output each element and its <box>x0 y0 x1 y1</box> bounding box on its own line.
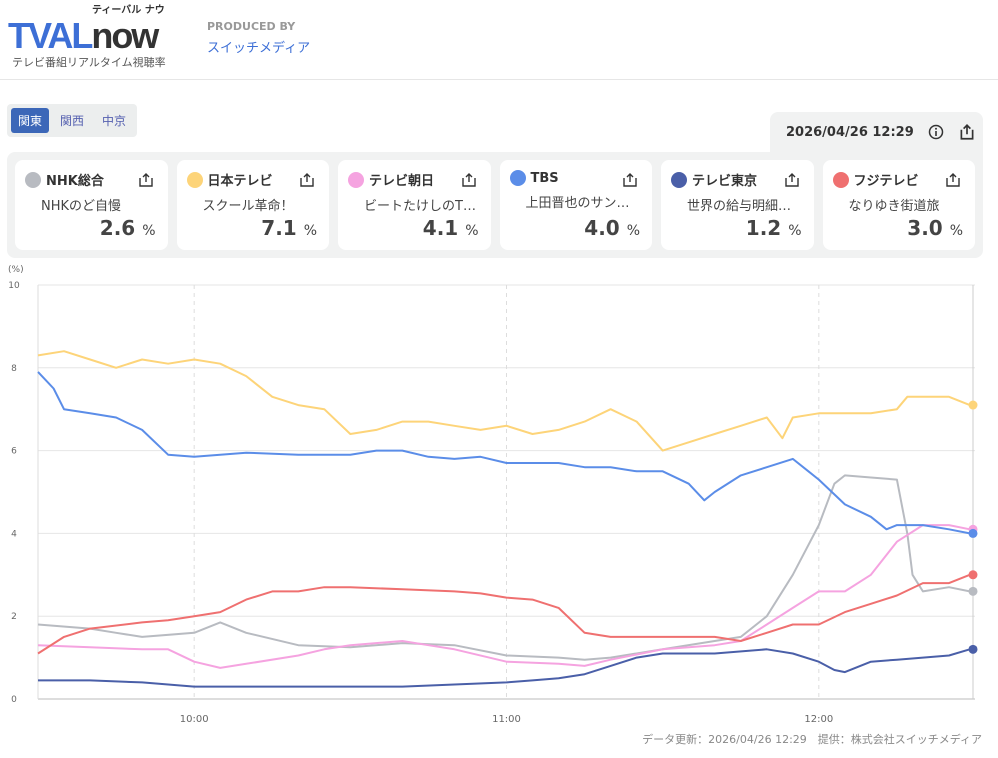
y-tick-label: 0 <box>11 695 17 705</box>
rating-unit: % <box>788 223 802 239</box>
header: ティーバル ナウ TVALnow テレビ番組リアルタイム視聴率 PRODUCED… <box>0 0 998 80</box>
channel-label: 日本テレビ <box>207 174 273 189</box>
tvalnow-logo[interactable]: ティーバル ナウ TVALnow テレビ番組リアルタイム視聴率 <box>8 4 178 74</box>
produced-by-label: PRODUCED BY <box>207 20 296 33</box>
tab-chukyo[interactable]: 中京 <box>102 114 127 128</box>
series-line <box>37 524 970 669</box>
rating-number: 1.2 <box>745 216 782 240</box>
channel-name: テレビ朝日 <box>348 170 481 189</box>
channel-card[interactable]: テレビ朝日 ビートたけしのT… 4.1 % <box>338 160 491 250</box>
channel-label: TBS <box>530 170 559 186</box>
y-tick-label: 6 <box>11 447 17 457</box>
series-end-point <box>968 570 978 580</box>
y-tick-label: 8 <box>11 364 17 374</box>
channel-name: NHK総合 <box>25 170 158 189</box>
y-tick-label: 10 <box>8 281 20 291</box>
y-tick-label: 4 <box>11 529 17 539</box>
channel-name: フジテレビ <box>832 170 966 189</box>
rating-value: 4.1 % <box>423 216 479 240</box>
program-title: なりゆき街道旅 <box>848 199 940 214</box>
channel-cards: NHK総合 NHKのど自慢 2.6 % 日本テレビ スクール革命！ 7.1 % テレ… <box>7 152 983 258</box>
channel-card[interactable]: TBS 上田晋也のサン… 4.0 % <box>499 160 652 250</box>
channel-color-dot <box>348 171 364 188</box>
rating-number: 7.1 <box>261 216 297 240</box>
channel-card[interactable]: テレビ東京 世界の給与明細… 1.2 % <box>661 160 814 250</box>
rating-value: 3.0 % <box>907 216 963 240</box>
series-end-point <box>968 528 978 538</box>
tab-kanto[interactable]: 関東 <box>11 108 50 133</box>
rating-number: 2.6 <box>99 216 136 240</box>
rating-unit: % <box>949 223 963 239</box>
x-tick-label: 11:00 <box>492 714 521 725</box>
current-datetime: 2026/04/26 12:29 <box>786 124 914 140</box>
channel-card[interactable]: フジテレビ なりゆき街道旅 3.0 % <box>822 160 975 250</box>
series-end-point <box>968 400 978 410</box>
program-title: 世界の給与明細… <box>687 199 792 214</box>
share-icon[interactable] <box>945 172 961 188</box>
share-icon[interactable] <box>461 172 477 188</box>
channel-color-dot <box>186 171 203 188</box>
rating-value: 7.1 % <box>261 216 317 240</box>
date-bar: 2026/04/26 12:29 <box>770 112 983 152</box>
rating-number: 3.0 <box>907 216 943 240</box>
series-line <box>37 573 971 655</box>
producer-link[interactable]: スイッチメディア <box>207 41 311 56</box>
logo-now: now <box>91 15 159 56</box>
share-icon[interactable] <box>958 123 976 141</box>
x-tick-label: 12:00 <box>804 714 833 725</box>
rating-unit: % <box>142 223 156 239</box>
series-end-point <box>968 644 978 654</box>
program-title: ビートたけしのT… <box>364 199 476 214</box>
producer: PRODUCED BY スイッチメディア <box>207 20 310 56</box>
series-line <box>37 371 970 535</box>
program-title: NHKのど自慢 <box>41 199 122 214</box>
rating-value: 4.0 % <box>584 216 640 240</box>
share-icon[interactable] <box>138 172 154 188</box>
ratings-chart: (%) 0 2 4 6 8 10 10:00 11:00 12:00 <box>8 265 978 725</box>
channel-card[interactable]: 日本テレビ スクール革命！ 7.1 % <box>176 160 329 250</box>
series-line <box>38 648 971 688</box>
info-icon[interactable] <box>928 124 944 140</box>
logo-wordmark: TVALnow <box>8 15 159 56</box>
share-icon[interactable] <box>784 172 800 188</box>
rating-number: 4.0 <box>584 216 620 240</box>
rating-number: 4.1 <box>422 216 459 240</box>
series-line <box>37 350 971 452</box>
program-title: スクール革命！ <box>202 199 294 214</box>
series-end-point <box>968 586 978 596</box>
program-title: 上田晋也のサン… <box>525 196 630 211</box>
channel-color-dot <box>25 171 41 188</box>
channel-card[interactable]: NHK総合 NHKのど自慢 2.6 % <box>15 160 168 250</box>
rating-value: 2.6 % <box>100 216 156 240</box>
rating-unit: % <box>465 223 479 239</box>
rating-unit: % <box>303 223 317 239</box>
logo-main: TVAL <box>8 15 93 56</box>
channel-name: TBS <box>509 170 643 186</box>
region-tabs: 関東 関西 中京 <box>7 104 138 137</box>
share-icon[interactable] <box>622 172 638 188</box>
channel-name: テレビ東京 <box>671 170 804 189</box>
channel-label: テレビ東京 <box>692 174 758 189</box>
logo-kana: ティーバル ナウ <box>92 5 165 16</box>
channel-color-dot <box>509 170 526 186</box>
series-line <box>37 474 970 661</box>
logo-subtitle: テレビ番組リアルタイム視聴率 <box>12 56 166 69</box>
rating-value: 1.2 % <box>746 216 802 240</box>
channel-name: 日本テレビ <box>186 170 320 189</box>
y-axis-label: (%) <box>8 265 24 275</box>
channel-label: テレビ朝日 <box>369 174 435 189</box>
channel-color-dot <box>832 171 849 188</box>
y-tick-label: 2 <box>11 612 17 622</box>
share-icon[interactable] <box>299 172 315 188</box>
rating-unit: % <box>626 223 640 239</box>
footer-credit: データ更新：2026/04/26 12:29 提供：株式会社スイッチメディア <box>642 733 982 746</box>
channel-label: NHK総合 <box>46 174 104 189</box>
channel-label: フジテレビ <box>853 174 919 189</box>
tab-kansai[interactable]: 関西 <box>60 114 85 128</box>
channel-color-dot <box>671 171 687 188</box>
x-tick-label: 10:00 <box>180 714 209 725</box>
